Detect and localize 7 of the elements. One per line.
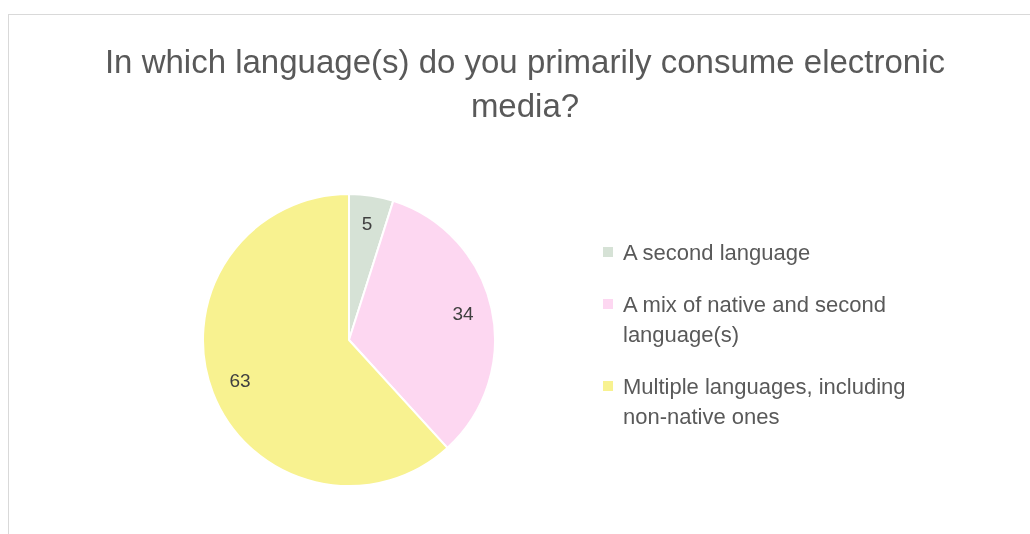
data-label: 63 (229, 370, 251, 392)
legend-label: A second language (623, 239, 812, 267)
chart-title: In which language(s) do you primarily consume electronic media? (103, 42, 947, 126)
data-label: 5 (361, 212, 373, 234)
data-label: 34 (452, 303, 475, 325)
legend-label: A mix of native and second language(s) (623, 291, 887, 349)
legend-label: Multiple languages, including non-native ones (623, 373, 907, 431)
